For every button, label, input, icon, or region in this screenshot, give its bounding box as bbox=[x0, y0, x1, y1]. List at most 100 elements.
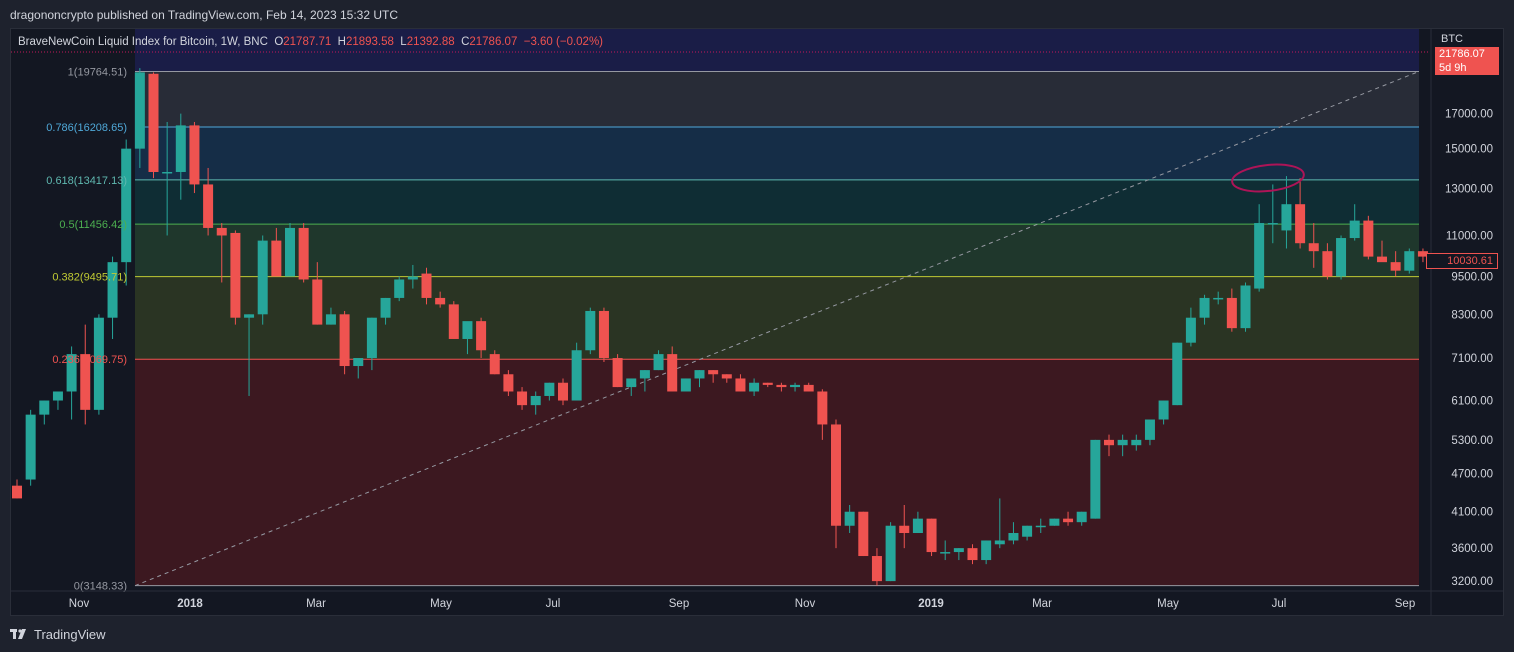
candle-body bbox=[1377, 256, 1387, 263]
candle bbox=[1295, 178, 1306, 249]
fib-band bbox=[135, 359, 1419, 586]
candle-body bbox=[489, 354, 500, 375]
candle bbox=[52, 391, 63, 410]
candle bbox=[571, 342, 582, 401]
candle bbox=[285, 223, 295, 277]
candle-body bbox=[1117, 439, 1128, 446]
candle bbox=[558, 378, 568, 406]
candle-body bbox=[790, 384, 801, 388]
candle-body bbox=[981, 540, 992, 561]
candle bbox=[612, 354, 623, 388]
candle-body bbox=[1104, 439, 1114, 446]
candle bbox=[1240, 282, 1251, 332]
candle bbox=[831, 419, 841, 549]
candle bbox=[1404, 248, 1415, 274]
candle-body bbox=[598, 310, 609, 359]
candle bbox=[257, 235, 268, 325]
fib-level-label: 0.236(7069.75) bbox=[52, 354, 127, 366]
candles bbox=[12, 68, 1442, 586]
time-tick-label: Mar bbox=[1032, 598, 1052, 610]
candle bbox=[298, 223, 309, 283]
candle-body bbox=[885, 525, 896, 582]
candle bbox=[653, 350, 664, 371]
close-label: C bbox=[461, 36, 470, 48]
candle-body bbox=[39, 400, 50, 415]
candle bbox=[353, 358, 364, 379]
time-tick-label: May bbox=[1157, 598, 1179, 610]
candle-body bbox=[653, 354, 664, 371]
close-value: 21786.07 bbox=[469, 36, 518, 48]
candle bbox=[953, 548, 964, 561]
candle-body bbox=[421, 273, 432, 298]
candle-body bbox=[953, 548, 964, 553]
candle-body bbox=[1404, 251, 1415, 271]
candle-body bbox=[394, 279, 405, 298]
fib-level-label: 0.5(11456.42) bbox=[59, 219, 127, 231]
candle-body bbox=[462, 321, 473, 339]
candle-body bbox=[858, 511, 869, 557]
price-tick-label: 5300.00 bbox=[1451, 435, 1493, 447]
candle-body bbox=[1322, 251, 1333, 277]
candle bbox=[817, 389, 828, 440]
candle-body bbox=[189, 125, 200, 185]
candle bbox=[80, 324, 91, 425]
candle-body bbox=[162, 171, 173, 174]
candle-body bbox=[1308, 243, 1319, 252]
price-tick-label: 3600.00 bbox=[1451, 543, 1493, 555]
candle-body bbox=[817, 391, 828, 425]
fib-level-label: 1(19764.51) bbox=[68, 66, 127, 78]
marker-price-tag: 10030.61 bbox=[1426, 253, 1498, 269]
candle-body bbox=[721, 374, 732, 379]
fib-band bbox=[135, 126, 1419, 180]
candle bbox=[1008, 522, 1019, 545]
price-tick-label: 17000.00 bbox=[1445, 109, 1493, 121]
candle bbox=[1322, 243, 1333, 280]
candle-body bbox=[639, 370, 650, 379]
candle bbox=[12, 479, 22, 499]
candle-body bbox=[1295, 204, 1306, 244]
footer-brand[interactable]: TradingView bbox=[34, 627, 106, 642]
candle-body bbox=[708, 370, 719, 375]
candle bbox=[680, 378, 691, 392]
time-tick-label: Sep bbox=[1395, 598, 1415, 610]
candle-body bbox=[448, 304, 459, 339]
candle bbox=[39, 400, 50, 425]
candle-body bbox=[1281, 204, 1292, 231]
price-tick-label: 11000.00 bbox=[1446, 230, 1493, 242]
candle bbox=[1144, 419, 1155, 446]
candle bbox=[448, 301, 459, 339]
time-tick-label: Jul bbox=[1272, 598, 1287, 610]
candle bbox=[940, 540, 951, 561]
candle-body bbox=[1022, 525, 1033, 537]
candle-body bbox=[762, 382, 773, 385]
candle bbox=[462, 321, 473, 355]
candle-body bbox=[1076, 511, 1087, 523]
fib-level-label: 0.618(13417.13) bbox=[46, 175, 127, 187]
symbol-title[interactable]: BraveNewCoin Liquid Index for Bitcoin, 1… bbox=[18, 36, 268, 48]
candle-body bbox=[1049, 518, 1060, 526]
fib-trend-line bbox=[134, 70, 1420, 587]
candle bbox=[708, 370, 719, 383]
candle-body bbox=[831, 424, 841, 526]
candle-body bbox=[203, 184, 214, 228]
open-label: O bbox=[274, 36, 284, 48]
candle bbox=[407, 264, 418, 289]
footer: TradingView bbox=[10, 627, 106, 642]
candle bbox=[776, 382, 787, 392]
candle-body bbox=[285, 227, 295, 277]
price-tick-label: 3200.00 bbox=[1451, 576, 1493, 588]
candle bbox=[1377, 240, 1387, 263]
candle bbox=[175, 113, 186, 200]
candle bbox=[1117, 434, 1128, 457]
chart-frame[interactable] bbox=[10, 28, 1504, 616]
candle bbox=[503, 370, 514, 396]
candle-body bbox=[1035, 525, 1046, 528]
candle bbox=[858, 511, 869, 557]
candle bbox=[585, 307, 596, 355]
candle-body bbox=[1390, 262, 1401, 271]
candle bbox=[1063, 511, 1074, 526]
candle bbox=[244, 314, 255, 396]
candle bbox=[721, 374, 732, 383]
annotation-circle bbox=[1231, 163, 1305, 193]
